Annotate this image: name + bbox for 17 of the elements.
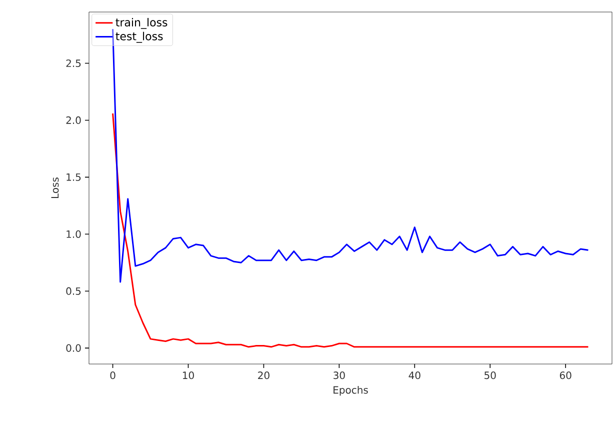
y-tick-label: 2.0	[66, 116, 81, 124]
y-tick-label: 1.5	[66, 173, 81, 181]
legend-label: test_loss	[116, 32, 163, 43]
x-tick-label: 20	[258, 372, 270, 380]
y-tick-label: 0.5	[66, 287, 81, 295]
y-tick-label: 1.0	[66, 230, 81, 238]
x-tick-label: 30	[334, 372, 345, 380]
x-tick-label: 40	[408, 372, 420, 380]
legend-label: train_loss	[116, 18, 168, 29]
x-axis-title: Epochs	[334, 386, 368, 396]
x-tick-label: 0	[110, 372, 116, 380]
y-axis-title: Loss	[51, 178, 59, 198]
x-tick-label: 50	[484, 372, 496, 380]
y-tick-label: 0.0	[66, 344, 81, 352]
x-tick-label: 10	[182, 372, 194, 380]
y-tick-label: 2.5	[66, 59, 81, 68]
x-tick-label: 60	[560, 372, 572, 380]
